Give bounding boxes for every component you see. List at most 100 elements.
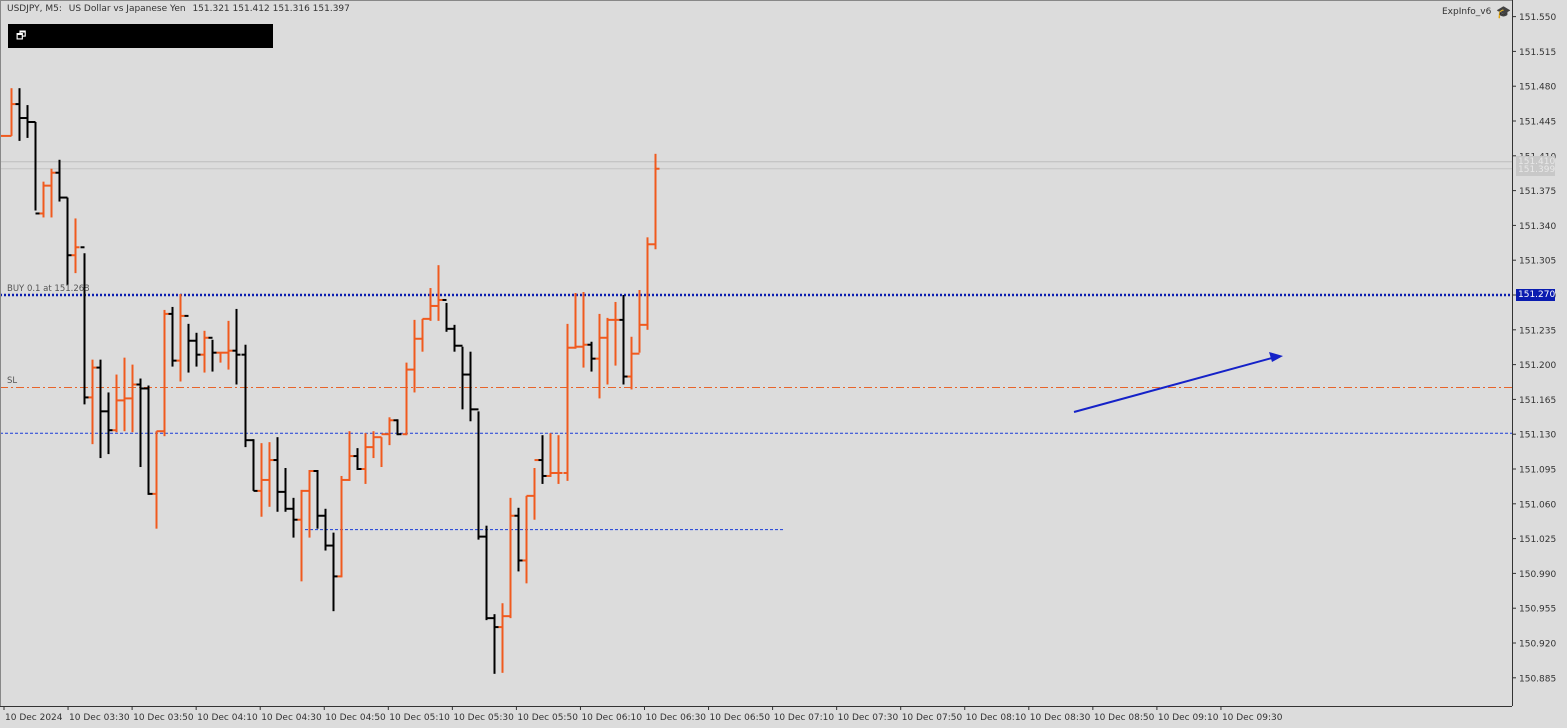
buy-price-tag: 151.270 bbox=[1516, 289, 1556, 301]
y-tick-label: 151.165 bbox=[1519, 396, 1556, 406]
ohlc-bar bbox=[321, 508, 330, 551]
x-tick-label: 10 Dec 2024 bbox=[5, 713, 63, 723]
ohlc-bar bbox=[410, 319, 419, 393]
ohlc-bar bbox=[385, 417, 394, 446]
restore-window-icon[interactable]: 🗗 bbox=[16, 29, 27, 42]
y-tick-label: 151.095 bbox=[1519, 466, 1556, 476]
x-tick-label: 10 Dec 03:30 bbox=[69, 713, 130, 723]
y-tick-label: 151.200 bbox=[1519, 361, 1556, 371]
x-tick-label: 10 Dec 04:50 bbox=[325, 713, 386, 723]
x-tick-label: 10 Dec 05:30 bbox=[453, 713, 514, 723]
x-tick-label: 10 Dec 08:30 bbox=[1030, 713, 1091, 723]
ohlc-bar bbox=[361, 433, 370, 484]
ohlc-bar bbox=[337, 475, 346, 578]
stop-loss-label: SL bbox=[7, 376, 18, 387]
x-tick-label: 10 Dec 07:10 bbox=[774, 713, 835, 723]
ohlc-bar bbox=[635, 290, 644, 355]
y-tick-label: 150.990 bbox=[1519, 570, 1556, 580]
y-tick-label: 151.060 bbox=[1519, 500, 1556, 510]
x-tick-label: 10 Dec 08:10 bbox=[966, 713, 1027, 723]
ohlc-bar bbox=[651, 153, 660, 250]
y-tick-label: 151.305 bbox=[1519, 257, 1556, 267]
ohlc-bar bbox=[393, 419, 402, 436]
ohlc-bar bbox=[257, 443, 266, 517]
ohlc-bar bbox=[498, 603, 507, 673]
ohlc-bar bbox=[546, 433, 555, 477]
arrow-shaft bbox=[1073, 357, 1273, 413]
ohlc-bar bbox=[55, 159, 64, 202]
ohlc-bar bbox=[249, 439, 258, 492]
ohlc-bar bbox=[104, 392, 113, 455]
ohlc-bar bbox=[482, 525, 491, 621]
y-tick-label: 151.340 bbox=[1519, 222, 1556, 232]
x-tick-label: 10 Dec 07:30 bbox=[838, 713, 899, 723]
ohlc-bar bbox=[88, 359, 97, 445]
y-tick-label: 151.130 bbox=[1519, 431, 1556, 441]
ohlc-bar bbox=[369, 431, 378, 459]
chart-title: USDJPY, M5: US Dollar vs Japanese Yen 15… bbox=[7, 4, 354, 14]
ohlc-bar bbox=[47, 168, 56, 218]
x-tick-label: 10 Dec 06:10 bbox=[581, 713, 642, 723]
ohlc-bar bbox=[289, 497, 298, 538]
x-tick-label: 10 Dec 03:50 bbox=[133, 713, 194, 723]
ohlc-bar bbox=[208, 336, 217, 372]
ohlc-bar bbox=[200, 330, 209, 373]
ohlc-bar bbox=[305, 469, 314, 538]
x-tick-label: 10 Dec 07:50 bbox=[902, 713, 963, 723]
ohlc-bar bbox=[434, 265, 443, 321]
ohlc-bar bbox=[31, 120, 40, 215]
y-tick-label: 151.480 bbox=[1519, 83, 1556, 93]
y-tick-label: 150.920 bbox=[1519, 640, 1556, 650]
ohlc-bar bbox=[15, 88, 24, 141]
ohlc-bar bbox=[643, 237, 652, 330]
x-tick-label: 10 Dec 05:50 bbox=[517, 713, 578, 723]
ohlc-bar bbox=[112, 374, 121, 433]
ohlc-bar bbox=[71, 218, 80, 274]
ohlc-bar bbox=[281, 468, 290, 512]
ohlc-bar bbox=[490, 614, 499, 674]
y-tick-label: 151.025 bbox=[1519, 535, 1556, 545]
ohlc-bar bbox=[538, 435, 547, 484]
trend-arrow bbox=[1073, 352, 1283, 413]
ohlc-bar bbox=[144, 385, 153, 495]
ohlc-bar bbox=[418, 317, 427, 352]
ohlc-readout: 151.321 151.412 151.316 151.397 bbox=[192, 4, 350, 14]
ohlc-bar bbox=[587, 341, 596, 372]
ohlc-bar bbox=[579, 292, 588, 368]
x-tick-label: 10 Dec 05:10 bbox=[389, 713, 450, 723]
ohlc-bar bbox=[184, 314, 193, 373]
ohlc-bar bbox=[402, 362, 411, 436]
ohlc-bar bbox=[442, 298, 451, 332]
ohlc-bar bbox=[297, 489, 306, 582]
ohlc-bar bbox=[120, 357, 129, 432]
horizontal-lines bbox=[0, 161, 1512, 531]
ohlc-bar bbox=[595, 313, 604, 399]
ohlc-bar bbox=[7, 88, 16, 137]
y-tick-label: 151.515 bbox=[1519, 48, 1556, 58]
ohlc-bar bbox=[39, 181, 48, 218]
ohlc-bar bbox=[152, 430, 161, 529]
ohlc-bar bbox=[530, 459, 539, 520]
y-tick-label: 151.445 bbox=[1519, 118, 1556, 128]
ohlc-bar bbox=[23, 105, 32, 138]
arrow-head bbox=[1269, 352, 1283, 362]
ohlc-bar bbox=[474, 408, 483, 540]
ohlc-bar bbox=[176, 294, 185, 382]
x-tick-label: 10 Dec 09:30 bbox=[1222, 713, 1283, 723]
ohlc-bar bbox=[232, 308, 241, 385]
symbol-description: US Dollar vs Japanese Yen bbox=[68, 4, 186, 14]
x-tick-label: 10 Dec 06:30 bbox=[646, 713, 707, 723]
ohlc-bar bbox=[466, 351, 475, 422]
x-tick-label: 10 Dec 09:10 bbox=[1158, 713, 1219, 723]
x-tick-label: 10 Dec 04:30 bbox=[261, 713, 322, 723]
ohlc-bar bbox=[329, 532, 338, 612]
ohlc-bar bbox=[554, 435, 563, 484]
graduation-cap-icon: 🎓 bbox=[1496, 5, 1511, 19]
ohlc-bar bbox=[192, 332, 201, 367]
ohlc-bar bbox=[514, 507, 523, 572]
ohlc-bar bbox=[377, 433, 386, 468]
one-click-trading-panel[interactable]: 🗗 bbox=[8, 24, 273, 48]
